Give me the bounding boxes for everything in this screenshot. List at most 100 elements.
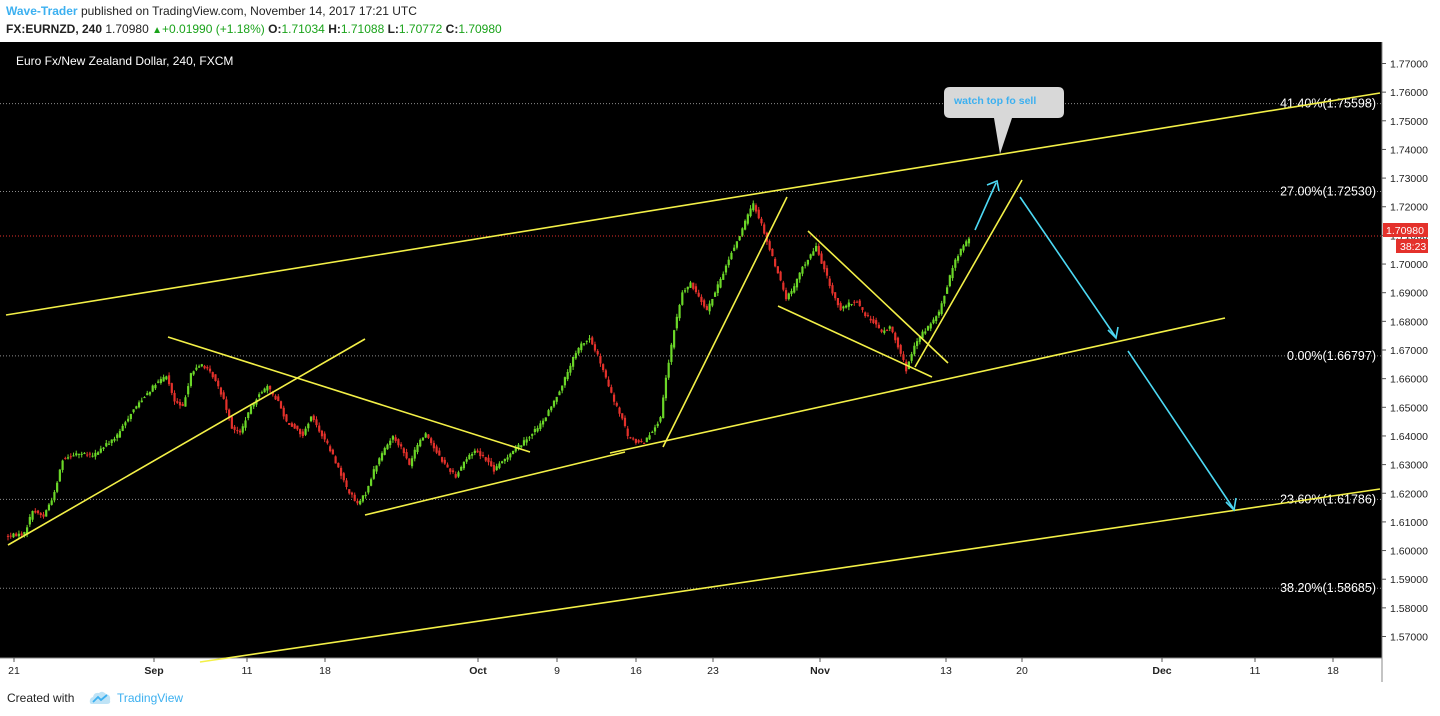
candle-body (899, 345, 902, 354)
candle-body (419, 439, 422, 447)
candle-body (481, 454, 485, 456)
candle-body (853, 301, 856, 303)
candle-body (277, 396, 280, 402)
candle-body (779, 271, 782, 281)
candle-body (664, 377, 668, 399)
candle-body (244, 420, 247, 428)
candle-body (847, 302, 850, 307)
time-axis[interactable] (0, 658, 1382, 682)
candle-body (735, 241, 739, 248)
candle-body (66, 457, 70, 459)
candle-body (192, 371, 195, 375)
candle-body (132, 409, 135, 413)
candlestick-chart[interactable]: 41.40%(1.75598) 27.00%(1.72530) 0.00%(1.66… (0, 42, 1440, 682)
support-trendline[interactable] (7, 338, 366, 546)
candle-body (812, 251, 815, 256)
candle-body (137, 402, 141, 408)
down-projection-arrow-2[interactable] (1127, 350, 1234, 509)
fib-level-label: 0.00%(1.66797) (1287, 349, 1376, 363)
descending-resistance-line[interactable] (167, 336, 531, 453)
candle-body (831, 285, 834, 294)
tradingview-logo-icon[interactable] (88, 690, 112, 706)
candle-body (339, 467, 343, 476)
down-projection-arrow-1[interactable] (1019, 196, 1116, 337)
candle-body (249, 406, 253, 414)
candle-body (607, 379, 610, 387)
candle-body (86, 454, 89, 456)
candle-body (323, 433, 326, 440)
candle-body (75, 453, 78, 456)
candle-body (599, 355, 602, 364)
candle-body (299, 429, 302, 435)
publish-line: Wave-Trader published on TradingView.com… (6, 4, 417, 18)
flag-upper-line[interactable] (807, 230, 949, 364)
candle-body (967, 238, 971, 244)
lower-channel-line[interactable] (199, 488, 1381, 663)
candle-body (372, 469, 375, 479)
callout[interactable]: watch top fo sell (944, 87, 1064, 154)
candle-body (771, 248, 774, 257)
rally-trendline[interactable] (914, 179, 1023, 368)
candle-body (522, 440, 526, 446)
x-axis-ticks: 21 Sep 11 18 Oct 9 16 23 Nov 13 20 Dec 11 18 (8, 658, 1339, 677)
y-tick-label: 1.65000 (1390, 402, 1428, 414)
candle-body (165, 376, 168, 380)
candle-body (189, 373, 193, 386)
y-tick-label: 1.63000 (1390, 460, 1428, 472)
candle-body (118, 431, 122, 438)
candle-body (834, 292, 837, 299)
price-axis[interactable] (1382, 42, 1440, 682)
candle-body (386, 444, 389, 450)
candle-body (451, 470, 455, 473)
candle-body (561, 385, 564, 391)
candle-body (490, 461, 493, 467)
candle-body (722, 273, 725, 280)
up-projection-arrow[interactable] (974, 182, 997, 231)
candle-body (823, 261, 826, 270)
candle-body (435, 446, 438, 453)
candle-body (689, 282, 692, 288)
candle-body (509, 453, 512, 458)
middle-channel-line[interactable] (609, 317, 1226, 454)
candle-body (806, 259, 809, 265)
close-label: C: (445, 22, 459, 36)
created-with-label: Created with (7, 691, 75, 705)
candle-body (517, 444, 520, 448)
candle-body (329, 446, 332, 452)
candle-body (888, 326, 891, 329)
projection-arrows[interactable] (974, 179, 1237, 512)
tradingview-link[interactable]: TradingView (117, 691, 184, 705)
candle-body (405, 452, 408, 459)
ohlc-line: FX:EURNZD, 240 1.70980 ▲+0.01990 (+1.18%… (6, 22, 502, 36)
candle-body (531, 434, 534, 436)
candle-body (918, 336, 921, 342)
impulse-trendline[interactable] (662, 196, 788, 448)
chart-area[interactable]: 41.40%(1.75598) 27.00%(1.72530) 0.00%(1.66… (0, 42, 1440, 682)
candle-body (17, 533, 21, 537)
author-link[interactable]: Wave-Trader (6, 4, 78, 18)
flag-lower-line[interactable] (777, 305, 933, 378)
candle-body (288, 422, 291, 425)
trend-lines[interactable] (5, 92, 1381, 663)
candle-body (162, 377, 165, 382)
upper-channel-line[interactable] (5, 92, 1381, 316)
countdown-box (1396, 239, 1428, 253)
candle-body (331, 449, 334, 455)
candle-body (320, 430, 324, 437)
candle-body (683, 290, 687, 292)
y-tick-label: 1.62000 (1390, 488, 1428, 500)
candle-body (883, 330, 886, 333)
candle-body (236, 430, 239, 432)
candle-body (446, 464, 449, 468)
candle-body (503, 459, 506, 462)
last-price-box (1383, 223, 1428, 237)
candle-body (637, 440, 640, 443)
candle-body (533, 428, 536, 433)
x-tick-label: Dec (1152, 665, 1171, 677)
candle-body (697, 292, 700, 297)
candle-body (129, 413, 132, 420)
candle-body (752, 203, 755, 211)
candle-body (705, 306, 708, 310)
rising-support-line[interactable] (364, 451, 626, 516)
candle-body (47, 504, 51, 511)
